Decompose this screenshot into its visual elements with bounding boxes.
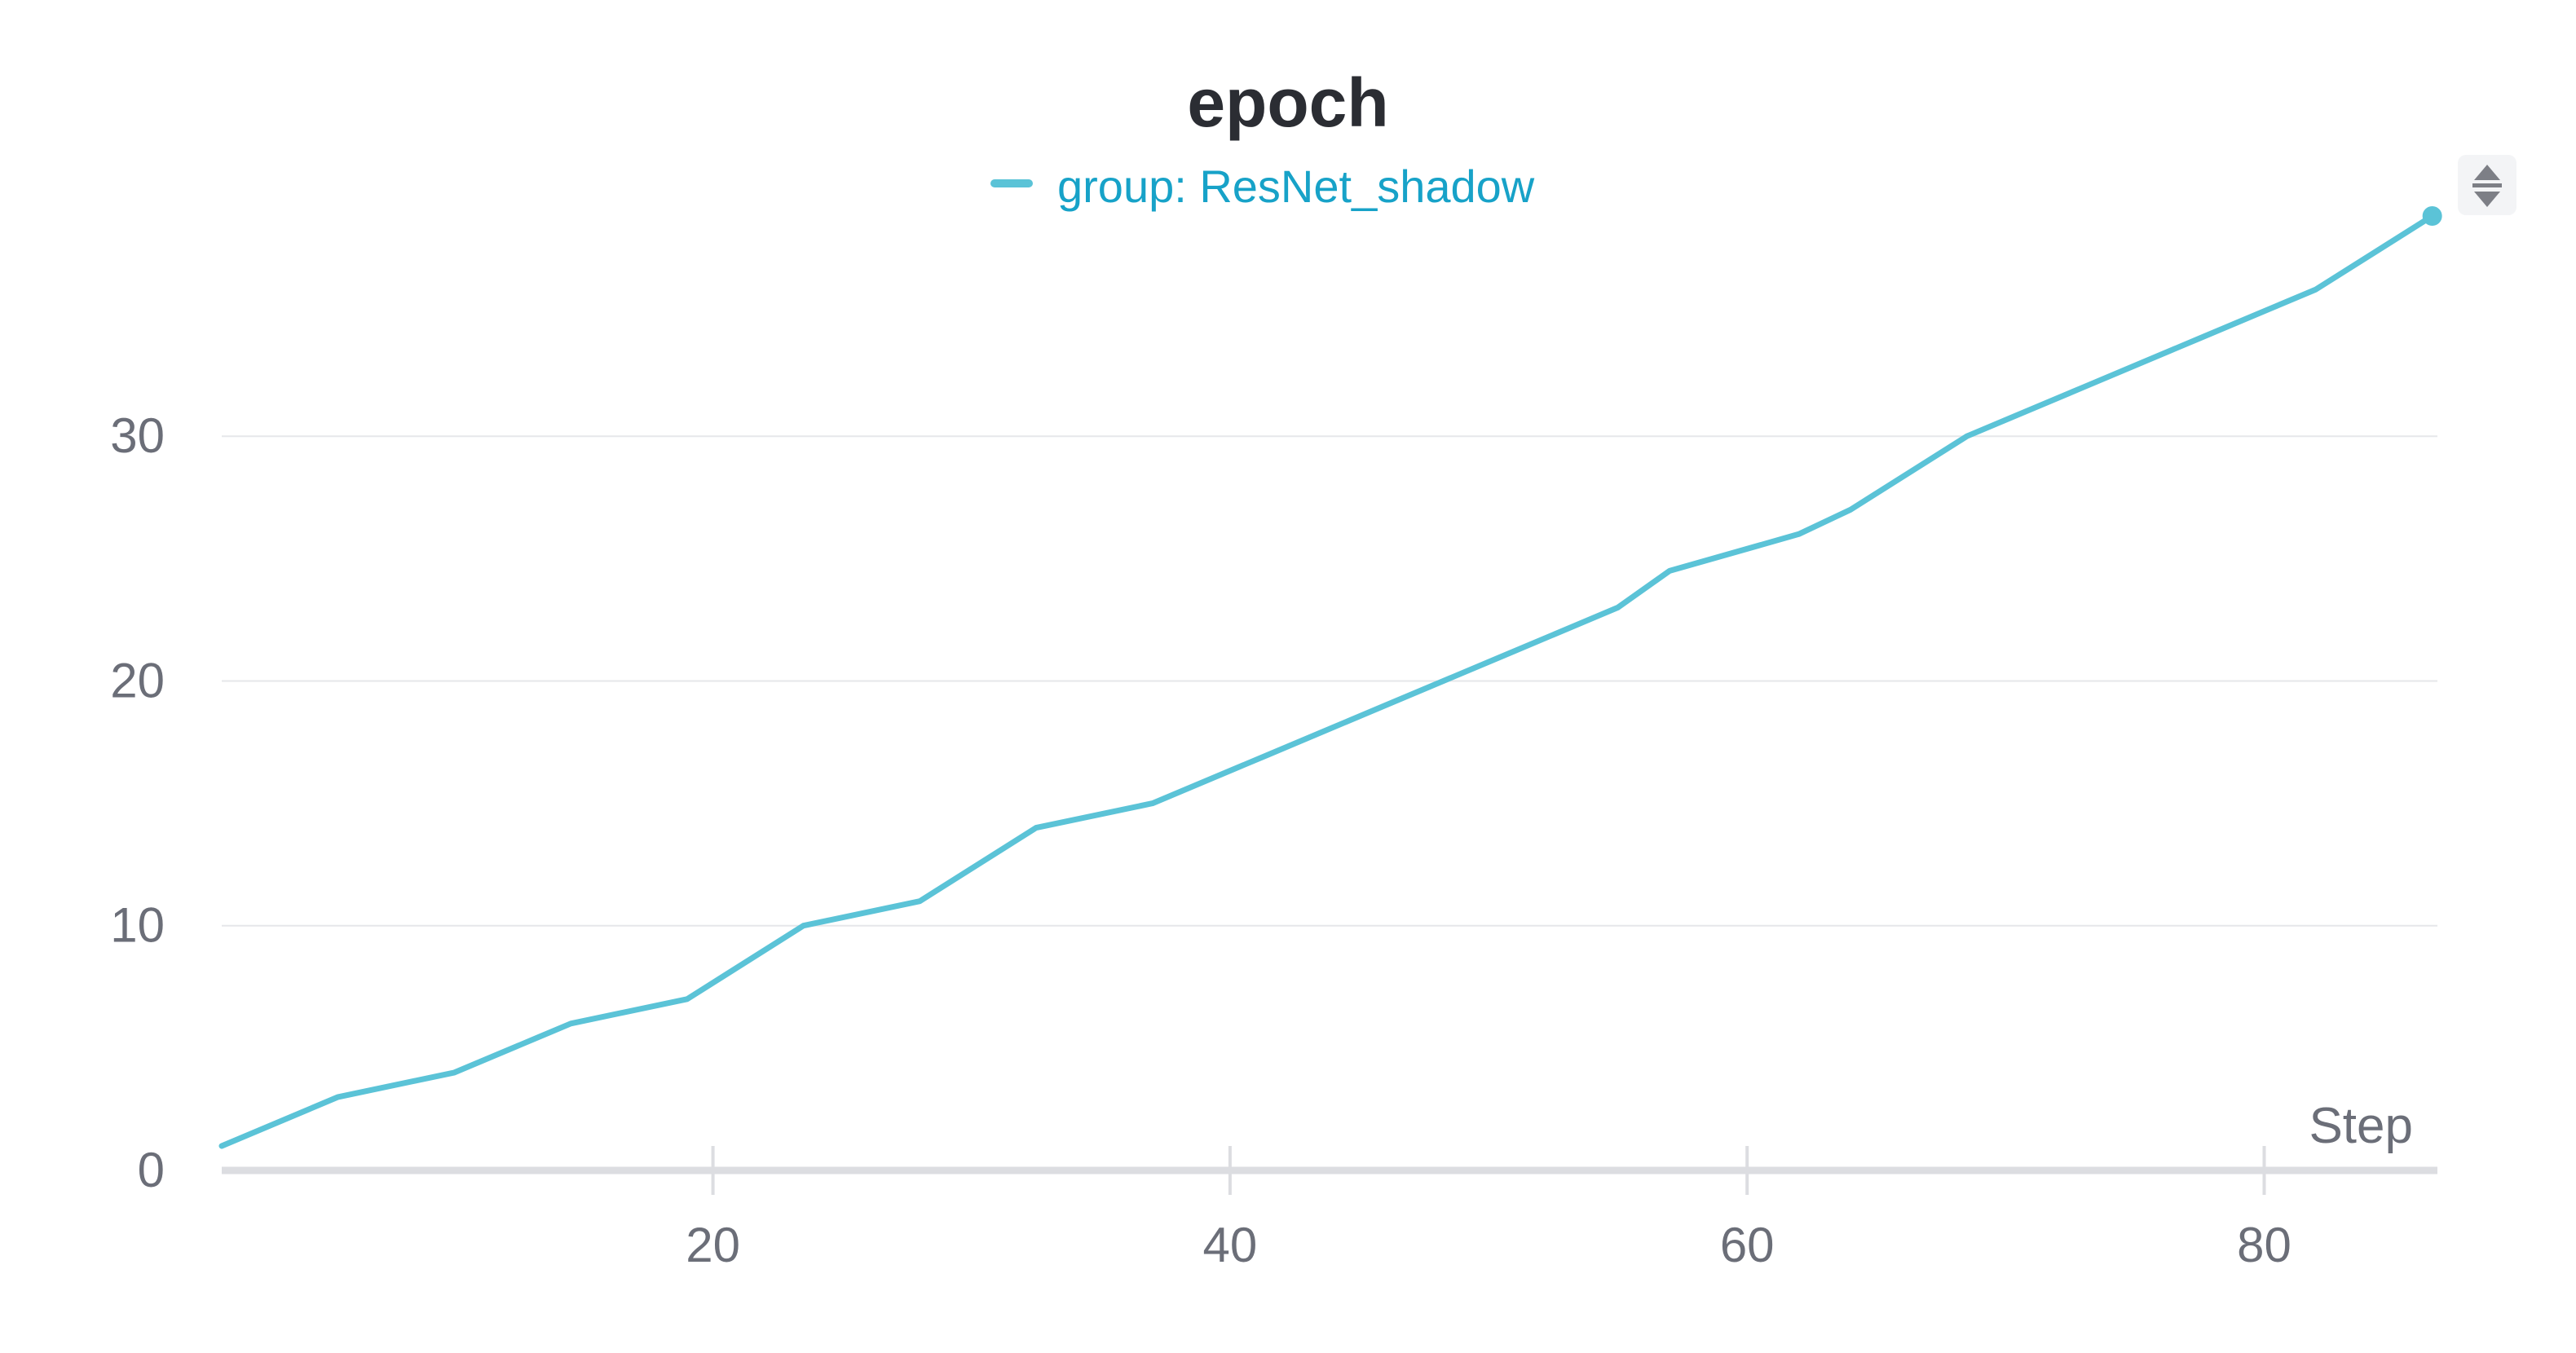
y-tick-label: 10	[110, 898, 165, 953]
y-tick-label: 30	[110, 408, 165, 463]
sort-arrows-icon[interactable]	[2458, 155, 2516, 215]
chart-title: epoch	[1187, 64, 1388, 141]
legend[interactable]: group: ResNet_shadow	[990, 161, 1535, 212]
x-tick-label: 60	[1720, 1218, 1775, 1272]
x-axis: 20 40 60 80	[222, 1146, 2437, 1272]
gridlines	[222, 435, 2437, 927]
x-tick-label: 20	[686, 1218, 740, 1272]
series-line	[218, 213, 2436, 1149]
x-tick-label: 80	[2237, 1218, 2291, 1272]
legend-label: group: ResNet_shadow	[1057, 161, 1535, 212]
x-axis-title: Step	[2309, 1098, 2413, 1154]
y-tick-label: 0	[138, 1143, 165, 1197]
y-axis: 0 10 20 30	[110, 408, 165, 1197]
legend-swatch	[990, 179, 1033, 187]
x-tick-label: 40	[1203, 1218, 1258, 1272]
series-endpoint-marker[interactable]	[2422, 206, 2442, 226]
y-tick-label: 20	[110, 653, 165, 707]
plot-series	[218, 206, 2442, 1149]
